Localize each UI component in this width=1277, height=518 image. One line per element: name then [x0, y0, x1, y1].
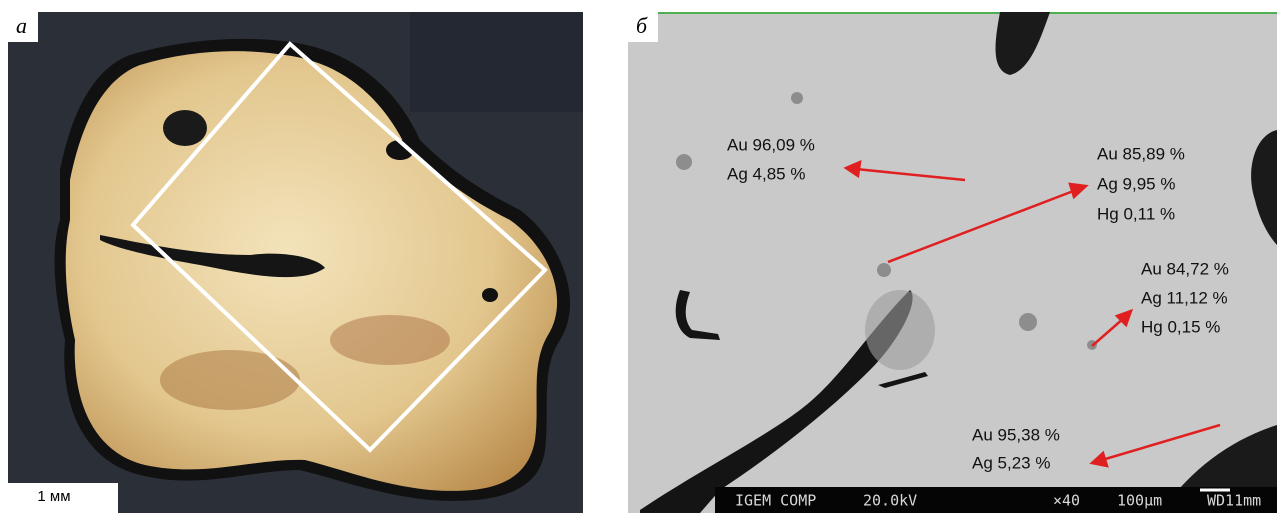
composition-label: Au 85,89 % [1097, 144, 1185, 163]
tile [410, 12, 583, 112]
panel-label: а [16, 13, 27, 38]
composition-label: Hg 0,11 % [1097, 204, 1175, 223]
info-text: 20.0kV [863, 492, 917, 510]
cavity [163, 110, 207, 146]
halo [865, 290, 935, 370]
particle [676, 154, 692, 170]
particle [877, 263, 891, 277]
panel-label: б [636, 13, 648, 38]
panel-a: 1 мм а [8, 12, 583, 513]
particle [791, 92, 803, 104]
composition-label: Ag 9,95 % [1097, 174, 1175, 193]
scale-label: 1 мм [37, 488, 70, 505]
panel-b: б Au 96,09 % Ag 4,85 % Au 85,89 % Ag 9,95 %… [628, 12, 1277, 513]
stain [160, 350, 300, 410]
composition-label: Ag 5,23 % [972, 453, 1050, 472]
info-text: 100μm [1117, 492, 1162, 510]
composition-label: Au 84,72 % [1141, 259, 1229, 278]
info-text: WD11mm [1207, 492, 1261, 510]
composition-label: Hg 0,15 % [1141, 317, 1220, 336]
composition-label: Au 95,38 % [972, 425, 1060, 444]
composition-label: Ag 11,12 % [1141, 288, 1228, 307]
particle [1019, 313, 1037, 331]
info-text: ×40 [1053, 492, 1080, 510]
composition-label: Ag 4,85 % [727, 164, 805, 183]
figure: 1 мм а б Au 96,09 %Ag 4,85 %Au 85 [0, 0, 1277, 513]
composition-label: Au 96,09 % [727, 135, 815, 154]
stain [330, 315, 450, 365]
cavity [482, 288, 498, 302]
info-text: IGEM COMP [735, 492, 816, 510]
